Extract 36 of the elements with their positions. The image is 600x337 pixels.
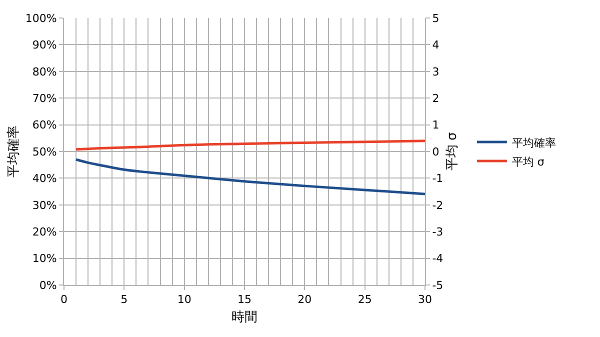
y2-tick-label: 5	[432, 12, 440, 25]
legend-label: 平均 σ	[512, 155, 544, 168]
x-tick-label: 20	[298, 293, 312, 306]
x-tick-label: 15	[238, 293, 252, 306]
y-tick-label: 0%	[39, 278, 57, 292]
y-tick-label: 80%	[32, 65, 57, 78]
y2-tick-label: 1	[432, 118, 440, 132]
y-tick-label: 70%	[32, 92, 57, 105]
line-series	[74, 158, 425, 196]
y-axis-title: 平均確率	[5, 126, 22, 178]
y-tick-label: 90%	[32, 38, 57, 52]
line-series	[74, 140, 425, 151]
x-tick-label: 0	[60, 293, 68, 306]
y-tick-label: 60%	[32, 118, 57, 132]
y2-tick-label: 4	[432, 38, 440, 52]
x-tick-label: 30	[418, 293, 432, 306]
y-tick-label: 30%	[32, 198, 57, 212]
y2-tick-label: 3	[432, 65, 440, 78]
y-tick-label: 100%	[25, 12, 57, 25]
y-tick-label: 50%	[32, 145, 57, 158]
x-tick-label: 25	[358, 293, 372, 306]
y-tick-label: 40%	[32, 172, 57, 186]
y-tick-label: 10%	[32, 252, 57, 266]
legend-label: 平均確率	[512, 136, 556, 150]
y2-tick-label: -3	[432, 225, 444, 238]
x-tick-label: 10	[177, 293, 192, 306]
y2-tick-label: -1	[432, 172, 444, 186]
x-axis-title: 時間	[232, 310, 258, 325]
y2-tick-label: -5	[432, 278, 444, 292]
y-tick-label: 20%	[32, 225, 57, 238]
y2-tick-label: 0	[432, 145, 440, 158]
y2-tick-label: -2	[432, 198, 444, 212]
y2-tick-label: -4	[432, 252, 444, 266]
y2-axis-title: 平均 σ	[444, 132, 460, 171]
y2-tick-label: 2	[432, 92, 440, 105]
x-tick-label: 5	[120, 293, 128, 306]
